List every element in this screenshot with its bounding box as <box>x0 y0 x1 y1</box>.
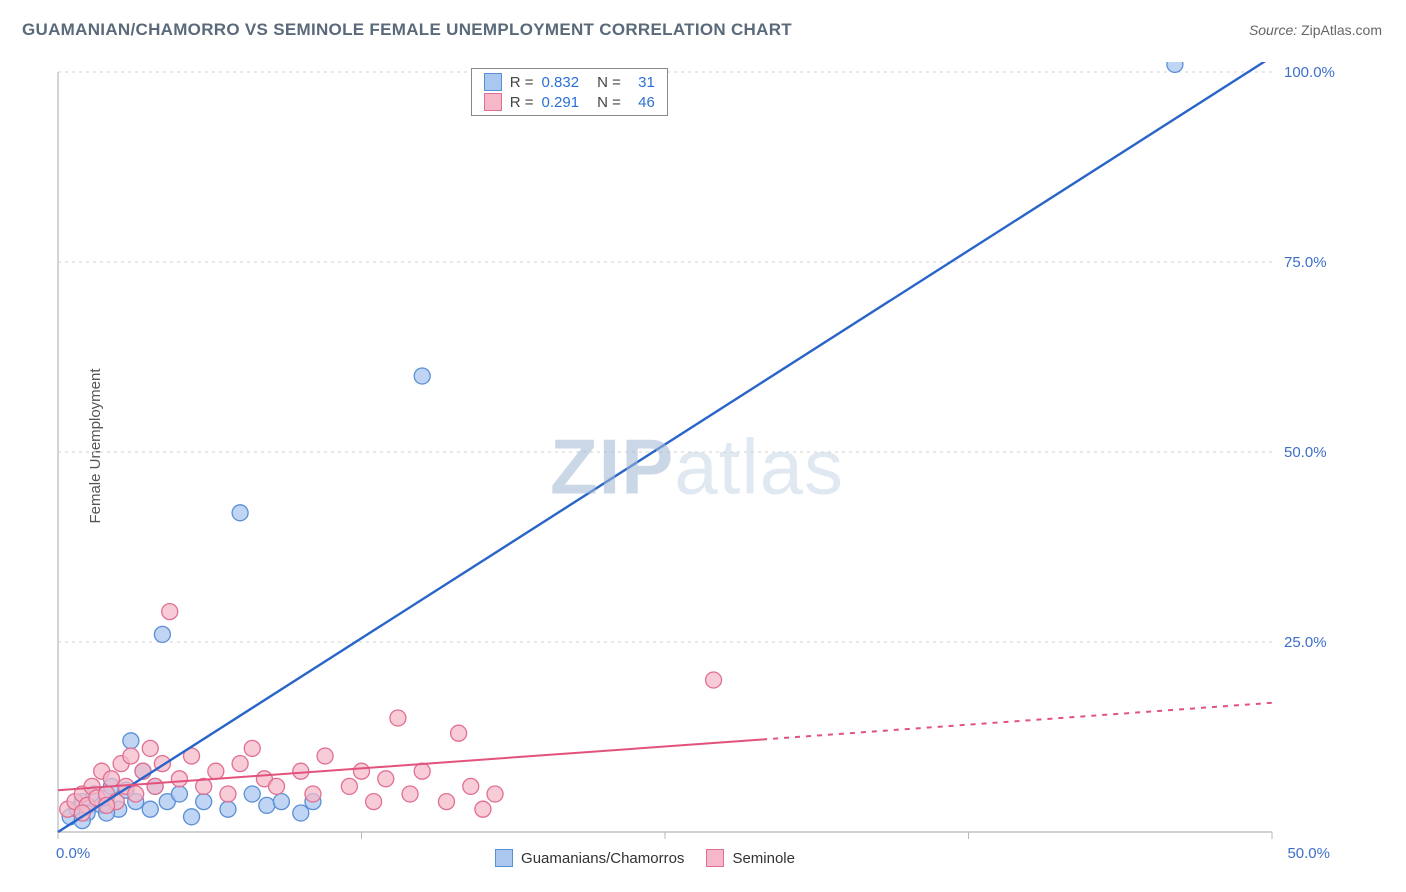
chart-source: Source: ZipAtlas.com <box>1249 22 1382 38</box>
scatter-plot-svg: 25.0% 50.0% 75.0% 100.0% 0.0% 50.0% <box>52 62 1342 872</box>
stat-r-label: R = <box>510 74 534 91</box>
svg-text:75.0%: 75.0% <box>1284 254 1327 271</box>
legend-label: Guamanians/Chamorros <box>521 850 684 867</box>
legend-item: Seminole <box>706 849 795 867</box>
legend-swatch <box>484 93 502 111</box>
legend-label: Seminole <box>732 850 795 867</box>
legend-swatch <box>706 849 724 867</box>
stat-n-label: N = <box>597 94 621 111</box>
stat-r-value: 0.291 <box>542 94 580 111</box>
stat-r-value: 0.832 <box>542 74 580 91</box>
plot-area: 25.0%50.0%75.0%100.0%0.0%50.0% ZIPatlas … <box>52 62 1342 872</box>
source-name: ZipAtlas.com <box>1301 22 1382 38</box>
legend-stat-row: R = 0.832 N = 31 <box>484 73 655 91</box>
chart-title: GUAMANIAN/CHAMORRO VS SEMINOLE FEMALE UN… <box>22 20 792 40</box>
svg-text:50.0%: 50.0% <box>1284 444 1327 461</box>
legend-swatch <box>484 73 502 91</box>
legend-stat-row: R = 0.291 N = 46 <box>484 93 655 111</box>
stat-n-value: 46 <box>629 94 655 111</box>
series-legend: Guamanians/Chamorros Seminole <box>495 844 795 872</box>
source-label: Source: <box>1249 22 1297 38</box>
correlation-legend: R = 0.832 N = 31 R = 0.291 N = 46 <box>471 68 668 116</box>
svg-text:100.0%: 100.0% <box>1284 64 1335 81</box>
svg-text:0.0%: 0.0% <box>56 845 90 862</box>
stat-n-value: 31 <box>629 74 655 91</box>
stat-r-label: R = <box>510 94 534 111</box>
legend-item: Guamanians/Chamorros <box>495 849 684 867</box>
svg-text:50.0%: 50.0% <box>1287 845 1330 862</box>
svg-text:25.0%: 25.0% <box>1284 634 1327 651</box>
stat-n-label: N = <box>597 74 621 91</box>
chart-container: GUAMANIAN/CHAMORRO VS SEMINOLE FEMALE UN… <box>0 0 1406 892</box>
legend-swatch <box>495 849 513 867</box>
